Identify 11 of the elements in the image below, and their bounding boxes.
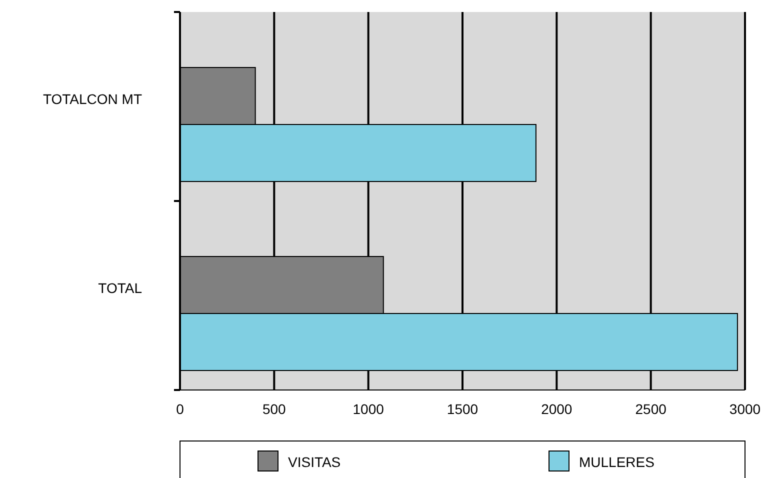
legend-label: MULLERES [579, 454, 654, 470]
y-tick-label: TOTAL [98, 280, 142, 296]
y-tick-label: TOTALCON MT [42, 91, 142, 108]
x-tick-label: 500 [262, 401, 286, 417]
x-tick-label: 1500 [446, 401, 478, 417]
legend-label: VISITAS [288, 454, 341, 470]
x-tick-label: 3000 [729, 401, 761, 417]
x-tick-label: 1000 [352, 401, 384, 417]
x-tick-label: 2000 [541, 401, 572, 417]
x-tick-label: 0 [176, 401, 184, 417]
x-tick-label: 2500 [635, 401, 667, 417]
